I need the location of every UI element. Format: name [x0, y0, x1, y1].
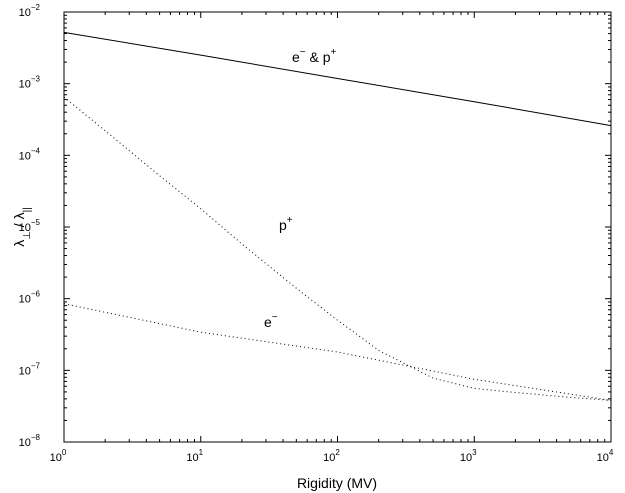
series-line-1	[63, 96, 612, 401]
y-tick-label: 10−2	[19, 3, 41, 19]
y-label-slash: / λ	[11, 212, 27, 231]
y-tick-label: 10−3	[19, 75, 41, 91]
series-lines	[63, 31, 612, 401]
tick-labels: 100 101 102 103 104 10−8 10−7 10−6 10−5 10−4 10−3 1…	[19, 3, 614, 464]
y-tick-label: 10−8	[19, 433, 41, 449]
y-label-sub-perp: ⊥	[22, 231, 33, 240]
x-tick-label: 103	[460, 448, 477, 464]
series-annotations: e− & p+ p+ e−	[264, 47, 337, 330]
y-label-lambda: λ	[11, 240, 27, 247]
y-label-sub-par: ||	[22, 207, 33, 212]
series-line-0	[63, 31, 612, 127]
annotation-2: e−	[264, 312, 278, 330]
annotation-1: p+	[279, 215, 293, 233]
x-tick-label: 102	[323, 448, 340, 464]
x-tick-label: 100	[50, 448, 67, 464]
y-tick-label: 10−5	[19, 218, 41, 234]
x-tick-label: 104	[597, 448, 614, 464]
x-tick-label: 101	[186, 448, 203, 464]
y-axis-label: λ⊥ / λ||	[11, 207, 33, 247]
x-axis-label: Rigidity (MV)	[297, 475, 377, 491]
tick-marks	[63, 11, 612, 443]
plot-area	[63, 11, 612, 443]
y-tick-label: 10−7	[19, 361, 41, 377]
y-tick-label: 10−6	[19, 290, 41, 306]
y-tick-label: 10−4	[19, 146, 41, 162]
annotation-0: e− & p+	[292, 47, 337, 65]
